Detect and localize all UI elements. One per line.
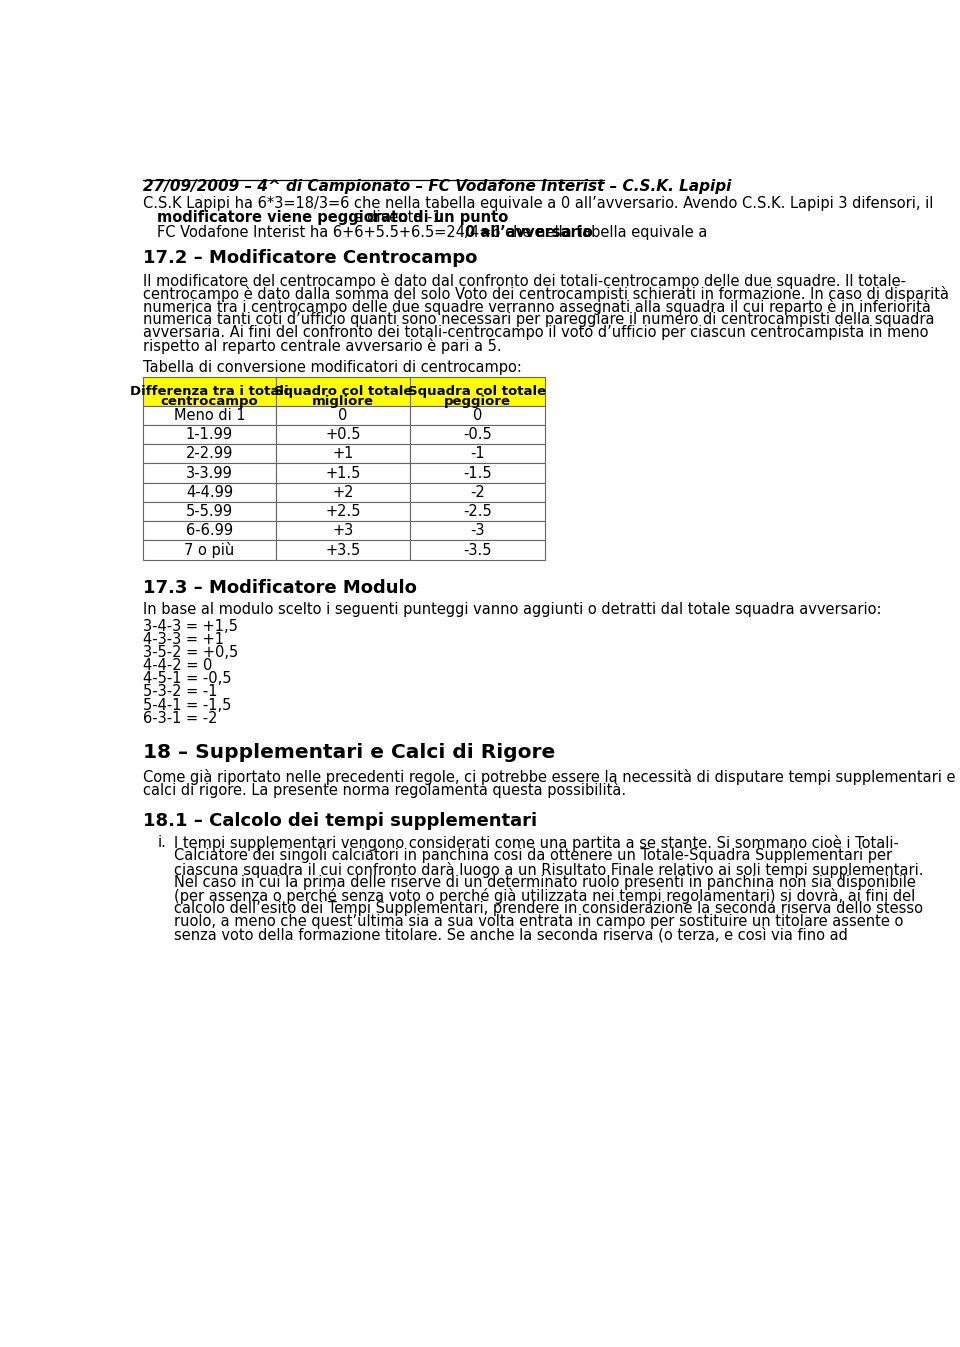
Bar: [276, 521, 410, 540]
Text: modificatore viene peggiorato di un punto: modificatore viene peggiorato di un punt…: [157, 210, 509, 225]
Bar: [276, 502, 410, 521]
Text: 5-4-1 = -1,5: 5-4-1 = -1,5: [143, 698, 231, 713]
Text: In base al modulo scelto i seguenti punteggi vanno aggiunti o detratti dal total: In base al modulo scelto i seguenti punt…: [143, 602, 881, 617]
Text: avversaria. Ai fini del confronto dei totali-centrocampo il voto d’ufficio per c: avversaria. Ai fini del confronto dei to…: [143, 325, 928, 339]
Bar: [410, 445, 544, 463]
Text: 5-3-2 = -1: 5-3-2 = -1: [143, 684, 218, 699]
Text: C.S.K Lapipi ha 6*3=18/3=6 che nella tabella equivale a 0 all’avversario. Avendo: C.S.K Lapipi ha 6*3=18/3=6 che nella tab…: [143, 195, 934, 210]
Text: 4-4-2 = 0: 4-4-2 = 0: [143, 659, 212, 674]
Text: 18.1 – Calcolo dei tempi supplementari: 18.1 – Calcolo dei tempi supplementari: [143, 812, 538, 830]
Text: Differenza tra i totali: Differenza tra i totali: [131, 385, 289, 397]
Text: 17.2 – Modificatore Centrocampo: 17.2 – Modificatore Centrocampo: [143, 249, 478, 268]
Bar: [143, 426, 276, 445]
Text: 3-5-2 = +0,5: 3-5-2 = +0,5: [143, 645, 238, 660]
Bar: [143, 377, 276, 405]
Bar: [276, 463, 410, 482]
Text: 4-4.99: 4-4.99: [186, 485, 233, 500]
Text: centrocampo è dato dalla somma del solo Voto dei centrocampisti schierati in for: centrocampo è dato dalla somma del solo …: [143, 286, 949, 302]
Bar: [143, 502, 276, 521]
Text: 18 – Supplementari e Calci di Rigore: 18 – Supplementari e Calci di Rigore: [143, 744, 556, 762]
Text: +2: +2: [332, 485, 353, 500]
Text: 3-4-3 = +1,5: 3-4-3 = +1,5: [143, 620, 238, 634]
Text: 4-5-1 = -0,5: 4-5-1 = -0,5: [143, 671, 231, 687]
Text: rispetto al reparto centrale avversario è pari a 5.: rispetto al reparto centrale avversario …: [143, 338, 502, 354]
Text: -3: -3: [470, 524, 485, 539]
Text: calcolo dell’esito dei Tempi Supplementari, prendere in considerazione la second: calcolo dell’esito dei Tempi Supplementa…: [175, 901, 924, 916]
Text: +3.5: +3.5: [325, 543, 361, 558]
Text: 6-6.99: 6-6.99: [186, 524, 233, 539]
Bar: [276, 540, 410, 560]
Bar: [143, 445, 276, 463]
Text: +2.5: +2.5: [325, 504, 361, 519]
Bar: [143, 521, 276, 540]
Text: 3-3.99: 3-3.99: [186, 466, 233, 481]
Text: 0: 0: [472, 408, 482, 423]
Text: -1.5: -1.5: [463, 466, 492, 481]
Bar: [410, 521, 544, 540]
Bar: [276, 482, 410, 502]
Text: calci di rigore. La presente norma regolamenta questa possibilità.: calci di rigore. La presente norma regol…: [143, 783, 626, 799]
Text: I tempi supplementari vengono considerati come una partita a se stante. Si somma: I tempi supplementari vengono considerat…: [175, 835, 900, 851]
Text: 5-5.99: 5-5.99: [186, 504, 233, 519]
Text: -3.5: -3.5: [464, 543, 492, 558]
Text: 27/09/2009 – 4^ di Campionato – FC Vodafone Interist – C.S.K. Lapipi: 27/09/2009 – 4^ di Campionato – FC Vodaf…: [143, 179, 732, 194]
Bar: [410, 540, 544, 560]
Bar: [143, 482, 276, 502]
Text: 2-2.99: 2-2.99: [186, 446, 233, 462]
Text: senza voto della formazione titolare. Se anche la seconda riserva (o terza, e co: senza voto della formazione titolare. Se…: [175, 927, 848, 943]
Bar: [143, 463, 276, 482]
Text: -2.5: -2.5: [463, 504, 492, 519]
Text: Nel caso in cui la prima delle riserve di un determinato ruolo presenti in panch: Nel caso in cui la prima delle riserve d…: [175, 874, 916, 889]
Text: e diventa -1: e diventa -1: [349, 210, 442, 225]
Text: 6-3-1 = -2: 6-3-1 = -2: [143, 711, 218, 726]
Text: peggiore: peggiore: [444, 395, 511, 408]
Text: FC Vodafone Interist ha 6+6+5.5+6.5=24/4=6 che nella tabella equivale a: FC Vodafone Interist ha 6+6+5.5+6.5=24/4…: [157, 225, 712, 240]
Text: 0: 0: [338, 408, 348, 423]
Text: +1: +1: [332, 446, 353, 462]
Bar: [410, 405, 544, 426]
Text: 7 o più: 7 o più: [184, 541, 234, 558]
Text: ciascuna squadra il cui confronto darà luogo a un Risultato Finale relativo ai s: ciascuna squadra il cui confronto darà l…: [175, 862, 924, 877]
Bar: [410, 377, 544, 405]
Bar: [276, 377, 410, 405]
Text: numerica tra i centrocampo delle due squadre verranno assegnati alla squadra il : numerica tra i centrocampo delle due squ…: [143, 299, 931, 315]
Text: Il modificatore del centrocampo è dato dal confronto dei totali-centrocampo dell: Il modificatore del centrocampo è dato d…: [143, 272, 906, 288]
Text: -0.5: -0.5: [463, 427, 492, 442]
Text: +1.5: +1.5: [325, 466, 361, 481]
Text: Squadra col totale: Squadra col totale: [408, 385, 546, 397]
Text: Tabella di conversione modificatori di centrocampo:: Tabella di conversione modificatori di c…: [143, 360, 522, 376]
Text: Squadro col totale: Squadro col totale: [274, 385, 412, 397]
Text: +3: +3: [332, 524, 353, 539]
Bar: [276, 445, 410, 463]
Bar: [276, 405, 410, 426]
Text: +0.5: +0.5: [325, 427, 361, 442]
Text: Come già riportato nelle precedenti regole, ci potrebbe essere la necessità di d: Come già riportato nelle precedenti rego…: [143, 769, 956, 785]
Bar: [276, 426, 410, 445]
Text: 17.3 – Modificatore Modulo: 17.3 – Modificatore Modulo: [143, 579, 418, 597]
Text: centrocampo: centrocampo: [160, 395, 258, 408]
Bar: [143, 405, 276, 426]
Bar: [410, 463, 544, 482]
Text: 0 all’avversario: 0 all’avversario: [466, 225, 593, 240]
Text: 1-1.99: 1-1.99: [186, 427, 233, 442]
Text: ruolo, a meno che quest’ultima sia a sua volta entrata in campo per sostituire u: ruolo, a meno che quest’ultima sia a sua…: [175, 913, 903, 929]
Text: 4-3-3 = +1: 4-3-3 = +1: [143, 632, 225, 647]
Text: numerica tanti coti d’ufficio quanti sono necessari per pareggiare il numero di : numerica tanti coti d’ufficio quanti son…: [143, 311, 935, 327]
Text: -1: -1: [470, 446, 485, 462]
Text: i.: i.: [157, 835, 166, 850]
Text: (per assenza o perché senza voto o perché già utilizzata nei tempi regolamentari: (per assenza o perché senza voto o perch…: [175, 888, 916, 904]
Bar: [143, 540, 276, 560]
Bar: [410, 426, 544, 445]
Text: migliore: migliore: [312, 395, 374, 408]
Text: -2: -2: [470, 485, 485, 500]
Text: Meno di 1: Meno di 1: [174, 408, 246, 423]
Bar: [410, 502, 544, 521]
Bar: [410, 482, 544, 502]
Text: Calciatore dei singoli calciatori in panchina cosi da ottenere un Totale-Squadra: Calciatore dei singoli calciatori in pan…: [175, 849, 893, 863]
